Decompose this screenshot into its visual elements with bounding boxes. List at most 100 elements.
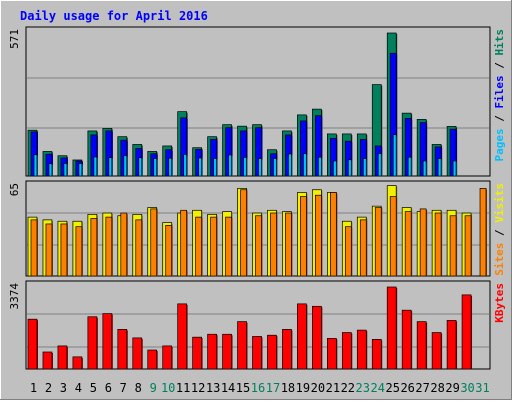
bar-hits-pages-26 <box>407 156 412 177</box>
bar-hits-pages-14 <box>228 154 232 177</box>
bar-hits-pages-3 <box>63 163 68 177</box>
bar-hits-pages-17 <box>273 158 277 177</box>
bar-hits-pages-1 <box>33 154 38 177</box>
x-tick-label-27: 27 <box>415 381 429 395</box>
x-tick-label-16: 16 <box>251 381 265 395</box>
y-max-label-visits: 65 <box>8 183 21 196</box>
bar-visits-sites-6 <box>105 216 113 277</box>
bar-kbytes-kbytes-28 <box>431 332 442 370</box>
x-tick-label-2: 2 <box>45 381 52 395</box>
x-tick-label-20: 20 <box>311 381 325 395</box>
bar-kbytes-kbytes-2 <box>42 351 53 370</box>
x-tick-label-5: 5 <box>90 381 97 395</box>
bar-hits-pages-2 <box>48 163 53 177</box>
bar-hits-pages-9 <box>153 158 158 177</box>
bar-hits-pages-18 <box>288 153 292 177</box>
x-tick-label-6: 6 <box>105 381 112 395</box>
bar-visits-sites-11 <box>180 209 187 277</box>
bar-visits-sites-24 <box>374 207 382 277</box>
bar-kbytes-kbytes-12 <box>192 336 202 370</box>
bar-kbytes-kbytes-10 <box>162 345 173 370</box>
bar-hits-pages-10 <box>168 157 173 177</box>
x-tick-label-29: 29 <box>445 381 459 395</box>
bar-hits-pages-21 <box>333 160 337 177</box>
bar-kbytes-kbytes-24 <box>371 338 382 370</box>
axis-legend-visits: Sites / Visits <box>493 183 506 276</box>
bar-kbytes-kbytes-13 <box>207 333 217 370</box>
bar-visits-sites-5 <box>90 218 98 277</box>
x-tick-label-14: 14 <box>221 381 235 395</box>
bar-hits-pages-16 <box>258 158 262 177</box>
axis-legend-part-hits-0: Pages <box>493 128 506 161</box>
bar-kbytes-kbytes-18 <box>282 329 292 370</box>
bar-kbytes-kbytes-14 <box>222 333 232 370</box>
bar-kbytes-kbytes-5 <box>87 316 98 370</box>
x-tick-label-7: 7 <box>120 381 127 395</box>
x-tick-label-31: 31 <box>475 381 489 395</box>
bar-hits-pages-12 <box>198 157 202 177</box>
bar-visits-sites-26 <box>404 211 412 277</box>
bar-kbytes-kbytes-3 <box>57 345 68 370</box>
bar-kbytes-kbytes-19 <box>297 303 307 370</box>
bar-hits-pages-20 <box>318 156 322 177</box>
bar-hits-pages-24 <box>377 153 382 177</box>
bar-visits-sites-18 <box>285 212 292 277</box>
x-tick-label-8: 8 <box>135 381 142 395</box>
bar-visits-sites-12 <box>195 216 202 277</box>
bar-hits-pages-4 <box>78 163 83 177</box>
axis-legend-part-hits-1: / <box>493 109 506 129</box>
bar-kbytes-kbytes-17 <box>267 334 277 370</box>
bar-kbytes-kbytes-1 <box>27 318 38 370</box>
chart-title: Daily usage for April 2016 <box>20 9 208 23</box>
bar-visits-sites-29 <box>449 215 457 277</box>
bar-hits-pages-7 <box>123 155 128 177</box>
bar-kbytes-kbytes-15 <box>237 321 247 370</box>
bar-hits-pages-23 <box>362 158 367 177</box>
bar-visits-sites-7 <box>120 212 128 277</box>
bar-kbytes-kbytes-7 <box>117 329 128 370</box>
bar-kbytes-kbytes-9 <box>147 349 158 370</box>
x-tick-label-26: 26 <box>400 381 414 395</box>
bar-hits-pages-25 <box>392 134 397 177</box>
x-tick-label-10: 10 <box>161 381 175 395</box>
axis-legend-part-kbytes-0: KBytes <box>493 283 506 323</box>
bar-visits-sites-22 <box>344 226 352 277</box>
bar-hits-pages-13 <box>213 158 217 177</box>
bar-kbytes-kbytes-23 <box>356 329 367 370</box>
bar-kbytes-kbytes-8 <box>132 337 143 370</box>
bar-visits-sites-31 <box>479 188 487 277</box>
bar-kbytes-kbytes-20 <box>312 305 322 370</box>
bar-visits-sites-21 <box>330 192 337 277</box>
bar-visits-sites-15 <box>240 189 247 277</box>
bar-visits-sites-30 <box>464 215 472 277</box>
bar-visits-sites-4 <box>75 226 83 277</box>
bar-visits-sites-10 <box>165 224 173 277</box>
bar-visits-sites-8 <box>135 219 143 277</box>
bar-visits-sites-9 <box>150 208 158 277</box>
bar-hits-pages-27 <box>422 160 427 177</box>
bar-visits-sites-19 <box>300 196 307 277</box>
bar-visits-sites-16 <box>255 215 262 277</box>
axis-legend-part-visits-1: / <box>493 223 506 243</box>
bar-kbytes-kbytes-30 <box>461 294 472 370</box>
bar-kbytes-kbytes-29 <box>446 320 457 370</box>
bar-hits-pages-5 <box>93 156 98 177</box>
x-tick-label-13: 13 <box>206 381 220 395</box>
bar-kbytes-kbytes-27 <box>416 321 427 370</box>
bar-visits-sites-14 <box>225 216 232 277</box>
axis-legend-hits: Pages / Files / Hits <box>493 29 506 162</box>
bar-kbytes-kbytes-11 <box>177 303 187 370</box>
x-tick-label-9: 9 <box>150 381 157 395</box>
x-tick-label-28: 28 <box>430 381 444 395</box>
x-tick-label-12: 12 <box>191 381 205 395</box>
x-tick-label-25: 25 <box>385 381 399 395</box>
bar-kbytes-kbytes-6 <box>102 313 113 370</box>
bar-kbytes-kbytes-25 <box>386 286 397 370</box>
bar-kbytes-kbytes-21 <box>327 338 337 370</box>
axis-legend-part-hits-2: Files <box>493 75 506 108</box>
x-tick-label-1: 1 <box>30 381 37 395</box>
x-tick-label-22: 22 <box>341 381 355 395</box>
bar-visits-sites-1 <box>30 219 38 277</box>
bar-visits-sites-2 <box>45 223 53 277</box>
